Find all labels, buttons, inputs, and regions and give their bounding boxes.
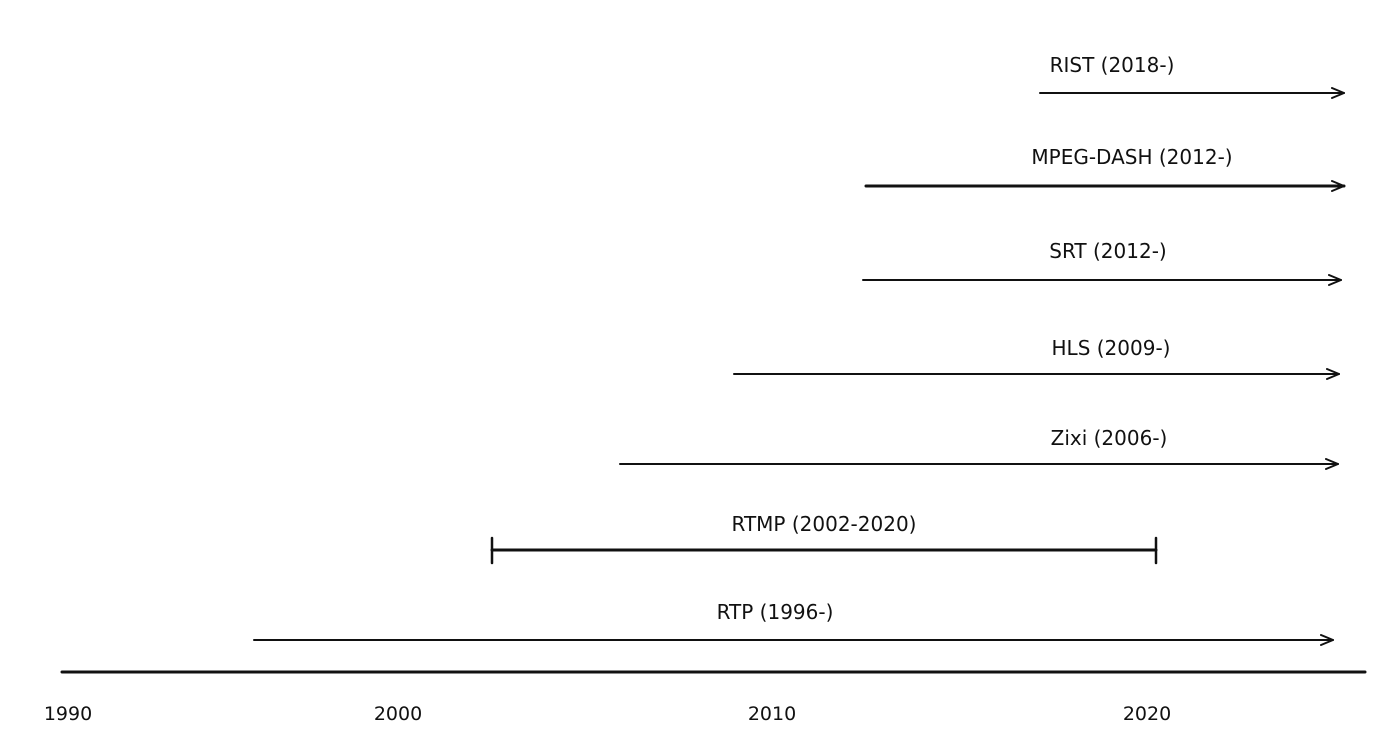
protocol-label-mpeg-dash: MPEG-DASH (2012-) [1031,145,1232,169]
protocol-mpeg-dash: MPEG-DASH (2012-) [864,145,1346,192]
protocol-rist: RIST (2018-) [1039,53,1345,99]
protocol-rtmp: RTMP (2002-2020) [490,512,1158,565]
protocol-rtp: RTP (1996-) [253,600,1334,646]
protocol-srt: SRT (2012-) [862,239,1342,286]
protocol-label-zixi: Zixi (2006-) [1051,426,1168,450]
protocol-label-srt: SRT (2012-) [1049,239,1166,263]
protocol-label-rist: RIST (2018-) [1050,53,1175,77]
tick-label-2000: 2000 [374,703,422,725]
protocol-label-hls: HLS (2009-) [1052,336,1171,360]
tick-label-2010: 2010 [748,703,796,725]
protocol-zixi: Zixi (2006-) [619,426,1339,470]
protocol-label-rtp: RTP (1996-) [717,600,834,624]
protocol-label-rtmp: RTMP (2002-2020) [732,512,917,536]
tick-label-2020: 2020 [1123,703,1171,725]
tick-label-1990: 1990 [44,703,92,725]
protocol-hls: HLS (2009-) [733,336,1340,380]
time-axis: 1990 2000 2010 2020 [44,670,1367,725]
